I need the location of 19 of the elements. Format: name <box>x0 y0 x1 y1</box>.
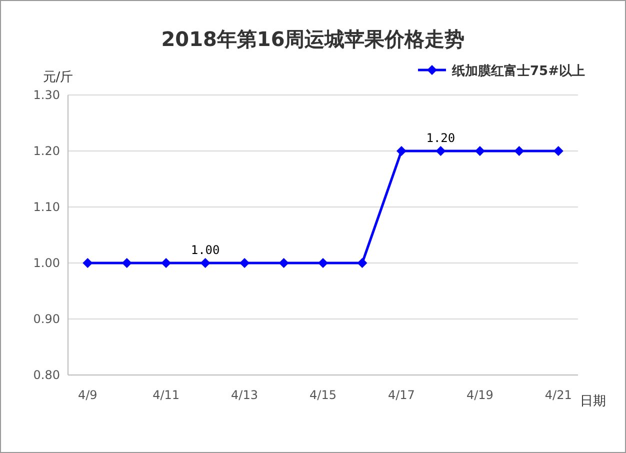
chart-title: 2018年第16周运城苹果价格走势 <box>161 27 465 51</box>
legend-label: 纸加膜红富士75#以上 <box>451 63 585 79</box>
y-axis-title: 元/斤 <box>42 70 74 85</box>
data-label: 1.00 <box>190 243 220 257</box>
y-tick-label: 0.90 <box>33 312 60 326</box>
y-tick-label: 0.80 <box>33 368 60 382</box>
x-tick-label: 4/21 <box>544 388 572 402</box>
x-tick-label: 4/11 <box>152 388 180 402</box>
y-tick-label: 1.00 <box>33 256 60 270</box>
y-tick-label: 1.20 <box>33 144 60 158</box>
x-tick-label: 4/13 <box>231 388 258 402</box>
y-tick-label: 1.10 <box>33 200 60 214</box>
x-tick-label: 4/19 <box>466 388 494 402</box>
x-tick-label: 4/15 <box>310 388 336 402</box>
x-tick-label: 4/9 <box>78 388 98 402</box>
x-tick-label: 4/17 <box>388 388 415 402</box>
y-tick-label: 1.30 <box>33 88 60 102</box>
x-axis-title: 日期 <box>580 394 606 409</box>
data-label: 1.20 <box>426 131 456 145</box>
